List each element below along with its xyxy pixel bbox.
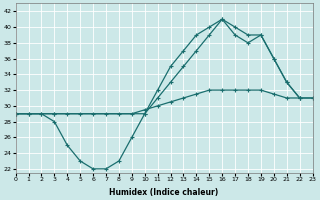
X-axis label: Humidex (Indice chaleur): Humidex (Indice chaleur) — [109, 188, 219, 197]
